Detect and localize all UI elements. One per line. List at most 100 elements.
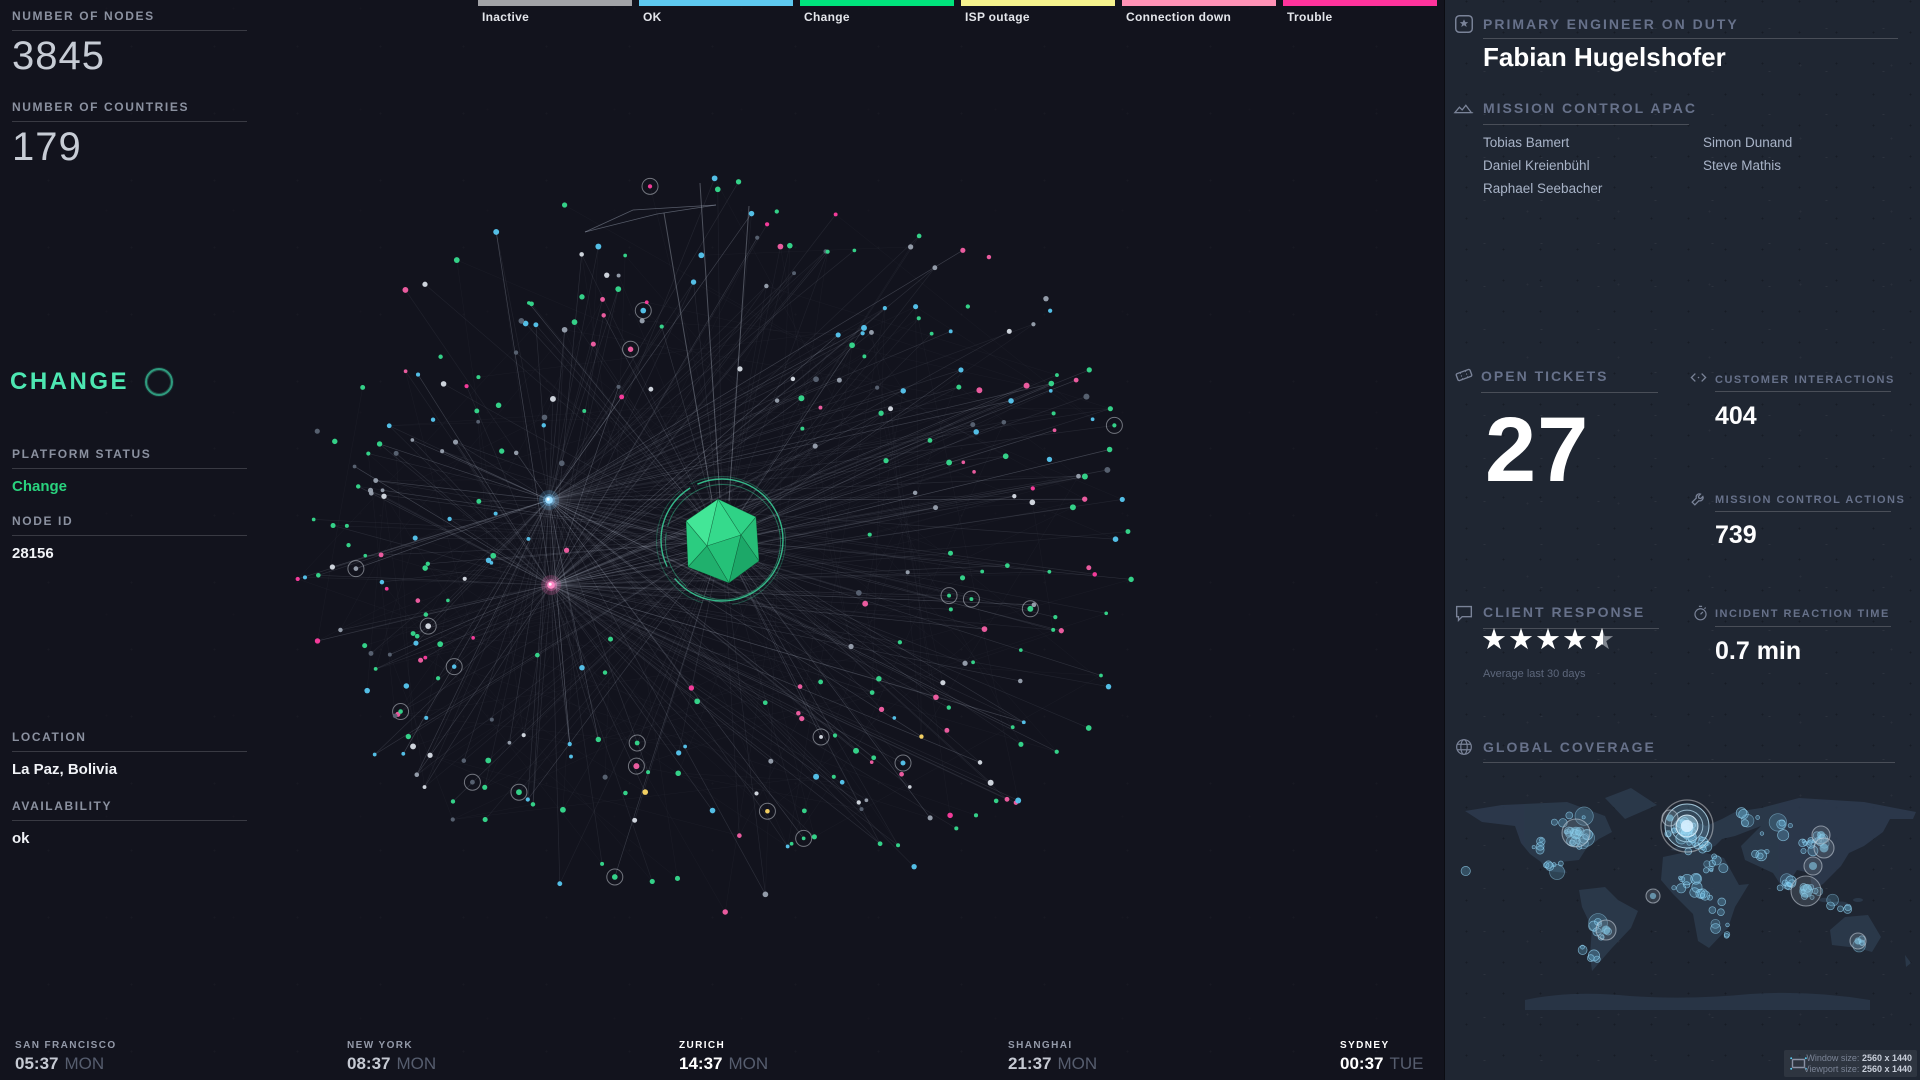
legend-item-inactive[interactable]: Inactive — [478, 0, 632, 24]
clock-day: MON — [396, 1054, 437, 1073]
clock-time: 21:37 — [1008, 1054, 1052, 1073]
legend-swatch-isp-outage — [961, 0, 1115, 6]
section-header-client-response: CLIENT RESPONSE — [1483, 604, 1646, 620]
section-header-customer-interactions: CUSTOMER INTERACTIONS — [1715, 374, 1895, 386]
star-icon: ★ — [1481, 624, 1508, 656]
clock-day: MON — [728, 1054, 769, 1073]
field-label: AVAILABILITY — [12, 799, 113, 813]
legend-swatch-inactive — [478, 0, 632, 6]
window-size-label: Window size: — [1806, 1053, 1860, 1063]
divider — [12, 820, 247, 821]
globe-icon — [1453, 736, 1475, 758]
section-header-mission-control-actions: MISSION CONTROL ACTIONS — [1715, 494, 1906, 506]
clock-sydney: SYDNEY 00:37 TUE — [1340, 1040, 1423, 1074]
star-badge-icon — [1453, 13, 1475, 35]
clock-day: MON — [1057, 1054, 1098, 1073]
clock-time: 05:37 — [15, 1054, 59, 1073]
mission-control-names-col2: Simon Dunand Steve Mathis — [1703, 131, 1792, 177]
stopwatch-icon — [1691, 604, 1710, 623]
field-platform-status: PLATFORM STATUS Change — [12, 447, 247, 495]
stat-value: 179 — [12, 125, 82, 169]
divider — [12, 121, 247, 122]
divider — [1483, 38, 1898, 39]
field-availability: AVAILABILITY ok — [12, 799, 247, 847]
engineer-name: Raphael Seebacher — [1483, 181, 1603, 196]
divider — [1715, 391, 1891, 392]
legend-item-ok[interactable]: OK — [639, 0, 793, 24]
clock-day: MON — [64, 1054, 105, 1073]
stat-label: NUMBER OF NODES — [12, 9, 155, 23]
mission-control-actions-value: 739 — [1715, 521, 1757, 549]
legend-swatch-change — [800, 0, 954, 6]
wrench-icon — [1689, 489, 1708, 508]
clock-time: 00:37 — [1340, 1054, 1384, 1073]
field-label: LOCATION — [12, 730, 87, 744]
clock-city: SYDNEY — [1340, 1040, 1390, 1051]
field-value: ok — [12, 830, 30, 847]
divider — [1483, 628, 1659, 629]
world-clocks: SAN FRANCISCO 05:37 MON NEW YORK 08:37 MON… — [0, 1040, 1444, 1080]
engineer-name: Steve Mathis — [1703, 158, 1782, 173]
star-icon: ★ — [1535, 624, 1562, 656]
legend-label: Inactive — [482, 10, 530, 24]
star-icon: ★ — [1562, 624, 1589, 656]
incident-reaction-time-value: 0.7 min — [1715, 637, 1802, 665]
mountain-icon — [1453, 98, 1475, 120]
clock-city: SHANGHAI — [1008, 1040, 1073, 1051]
legend-label: Trouble — [1287, 10, 1333, 24]
divider — [12, 535, 247, 536]
field-value: La Paz, Bolivia — [12, 761, 118, 778]
clock-day: TUE — [1389, 1054, 1424, 1073]
divider — [1483, 762, 1895, 763]
clock-time: 14:37 — [679, 1054, 723, 1073]
legend-swatch-connection-down — [1122, 0, 1276, 6]
section-header-mission-control: MISSION CONTROL APAC — [1483, 100, 1697, 116]
section-header-primary-engineer: PRIMARY ENGINEER ON DUTY — [1483, 16, 1739, 32]
legend-label: ISP outage — [965, 10, 1030, 24]
customer-interactions-value: 404 — [1715, 402, 1757, 430]
window-info-box: Window size: 2560 x 1440 Viewport size: … — [1784, 1050, 1917, 1077]
code-icon — [1689, 368, 1708, 387]
clock-city: NEW YORK — [347, 1040, 414, 1051]
legend-label: OK — [643, 10, 662, 24]
clock-city: SAN FRANCISCO — [15, 1040, 117, 1051]
legend-item-trouble[interactable]: Trouble — [1283, 0, 1437, 24]
network-visualization[interactable] — [0, 0, 1444, 1080]
ticket-icon — [1453, 364, 1475, 386]
divider — [1715, 511, 1891, 512]
clock-shanghai: SHANGHAI 21:37 MON — [1008, 1040, 1097, 1074]
primary-engineer-name: Fabian Hugelshofer — [1483, 42, 1726, 72]
engineer-name: Tobias Bamert — [1483, 135, 1570, 150]
field-label: PLATFORM STATUS — [12, 447, 152, 461]
window-size-value: 2560 x 1440 — [1861, 1053, 1912, 1063]
divider — [12, 468, 247, 469]
legend-item-isp-outage[interactable]: ISP outage — [961, 0, 1115, 24]
divider — [1715, 626, 1891, 627]
field-node-id: NODE ID 28156 — [12, 514, 247, 562]
engineer-name: Daniel Kreienbühl — [1483, 158, 1590, 173]
field-location: LOCATION La Paz, Bolivia — [12, 730, 247, 778]
viewport-size-value: 2560 x 1440 — [1861, 1063, 1912, 1074]
selected-status-label: CHANGE — [10, 368, 130, 395]
stat-value: 3845 — [12, 34, 105, 78]
mission-control-names-col1: Tobias Bamert Daniel Kreienbühl Raphael … — [1483, 131, 1602, 200]
star-icon: ★★ — [1589, 624, 1616, 656]
status-legend: Inactive OK Change ISP outage Connection… — [478, 0, 1437, 24]
legend-item-connection-down[interactable]: Connection down — [1122, 0, 1276, 24]
main-area: Inactive OK Change ISP outage Connection… — [0, 0, 1444, 1080]
client-response-note: Average last 30 days — [1483, 668, 1586, 680]
window-info-text: Window size: 2560 x 1440 Viewport size: … — [1804, 1053, 1912, 1074]
legend-item-change[interactable]: Change — [800, 0, 954, 24]
right-panel: PRIMARY ENGINEER ON DUTY Fabian Hugelsho… — [1444, 0, 1920, 1080]
section-header-global-coverage: GLOBAL COVERAGE — [1483, 739, 1656, 755]
section-header-incident-reaction-time: INCIDENT REACTION TIME — [1715, 608, 1890, 620]
status-ring-icon — [145, 368, 174, 396]
viewport-size-label: Viewport size: — [1803, 1063, 1860, 1074]
legend-label: Connection down — [1126, 10, 1232, 24]
engineer-name: Simon Dunand — [1703, 135, 1793, 150]
clock-time: 08:37 — [347, 1054, 391, 1073]
selected-status-title: CHANGE — [10, 368, 174, 396]
star-rating: ★★★★★★ — [1481, 622, 1616, 657]
clock-new-york: NEW YORK 08:37 MON — [347, 1040, 436, 1074]
clock-city: ZURICH — [679, 1040, 726, 1051]
